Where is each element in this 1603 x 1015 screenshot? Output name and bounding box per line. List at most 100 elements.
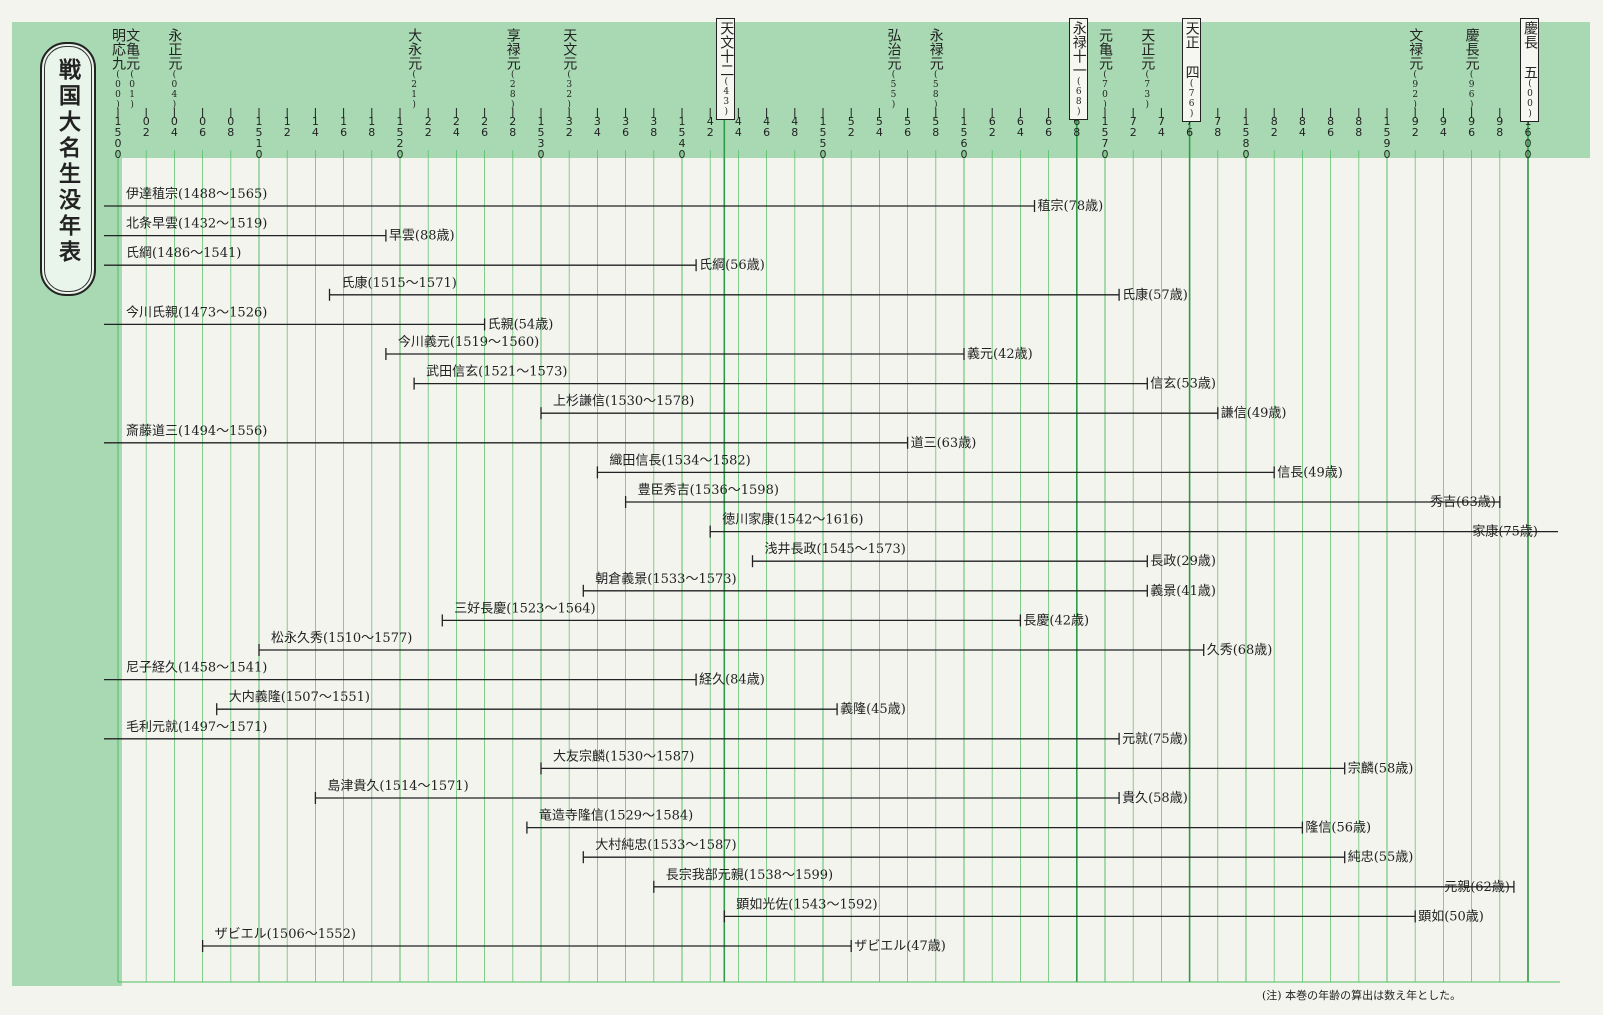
person-label: 氏康(1515～1571) <box>342 275 457 291</box>
person-label: 顕如光佐(1543～1592) <box>736 896 877 912</box>
era-label: 天文元(32) <box>561 28 578 110</box>
era-year-code: (68) <box>1073 77 1084 117</box>
era-year-code: (76) <box>1186 79 1197 119</box>
death-label: 隆信(56歳) <box>1305 821 1371 836</box>
era-year-code: (58) <box>930 70 941 110</box>
person-label: 長宗我部元親(1538～1599) <box>666 867 833 883</box>
era-label: 永禄元(58) <box>927 28 944 110</box>
person-label: 今川氏親(1473～1526) <box>126 304 267 320</box>
chart-title: 戦国大名生没年表 <box>55 58 81 266</box>
person-label: 尼子経久(1458～1541) <box>126 661 267 676</box>
death-label: 義隆(45歳) <box>840 701 906 717</box>
person-label: 浅井長政(1545～1573) <box>765 542 906 557</box>
era-year-code: (73) <box>1142 70 1153 110</box>
era-name: 天文十二 <box>718 21 735 77</box>
era-label: 享禄元(28) <box>504 28 521 110</box>
era-name: 明応九 <box>110 28 126 70</box>
person-label: 上杉謙信(1530～1578) <box>553 394 694 409</box>
era-name: 享禄元 <box>504 28 521 70</box>
person-label: 三好長慶(1523～1564) <box>454 601 595 616</box>
era-label: 永正元(04) <box>166 28 183 110</box>
era-label: 明応九(00) <box>110 28 126 110</box>
era-year-code: (92) <box>1410 70 1421 110</box>
era-name: 元亀元 <box>1097 28 1113 70</box>
era-label: 文亀元(01) <box>124 28 140 110</box>
era-name: 永正元 <box>166 28 183 70</box>
era-name: 永禄元 <box>927 28 944 70</box>
era-name: 慶長元 <box>1463 28 1480 70</box>
person-label: 北条早雲(1432～1519) <box>126 216 267 232</box>
era-label: 天文十二(43) <box>716 18 736 120</box>
era-label: 大永元(21) <box>406 28 422 110</box>
era-label: 慶長元(96) <box>1463 28 1480 110</box>
era-year-code: (21) <box>409 70 420 110</box>
person-label: 斎藤道三(1494～1556) <box>126 423 267 439</box>
death-label: 元就(75歳) <box>1122 732 1188 747</box>
death-label: 貴久(58歳) <box>1122 791 1188 806</box>
death-label: 早雲(88歳) <box>389 229 455 244</box>
death-label: ザビエル(47歳) <box>854 939 946 954</box>
death-label: 久秀(68歳) <box>1207 643 1273 658</box>
death-label: 長慶(42歳) <box>1023 613 1089 628</box>
era-name: 慶長 五 <box>1522 21 1538 79</box>
era-name: 文禄元 <box>1407 28 1424 70</box>
era-label: 永禄十一(68) <box>1068 18 1088 120</box>
era-year-code: (01) <box>127 70 138 110</box>
death-label: 長政(29歳) <box>1150 554 1216 569</box>
death-label: 氏康(57歳) <box>1122 287 1188 303</box>
era-label: 慶長 五(00) <box>1520 18 1539 122</box>
era-name: 天正元 <box>1139 28 1156 70</box>
person-label: 武田信玄(1521～1573) <box>426 365 567 380</box>
death-label: 義元(42歳) <box>967 346 1033 362</box>
era-name: 弘治元 <box>885 28 902 70</box>
era-year-code: (00) <box>113 70 123 110</box>
death-label: 道三(63歳) <box>911 436 977 451</box>
era-name: 天文元 <box>561 28 578 70</box>
person-label: 徳川家康(1542～1616) <box>722 512 863 528</box>
era-label: 天正 四(76) <box>1181 18 1201 122</box>
era-label: 文禄元(92) <box>1407 28 1424 110</box>
person-label: 竜造寺隆信(1529～1584) <box>539 809 693 824</box>
death-label: 宗麟(58歳) <box>1348 760 1414 776</box>
death-label: 信玄(53歳) <box>1150 377 1216 392</box>
death-label: 元親(62歳) <box>1444 880 1510 895</box>
person-label: 織田信長(1534～1582) <box>609 453 750 468</box>
